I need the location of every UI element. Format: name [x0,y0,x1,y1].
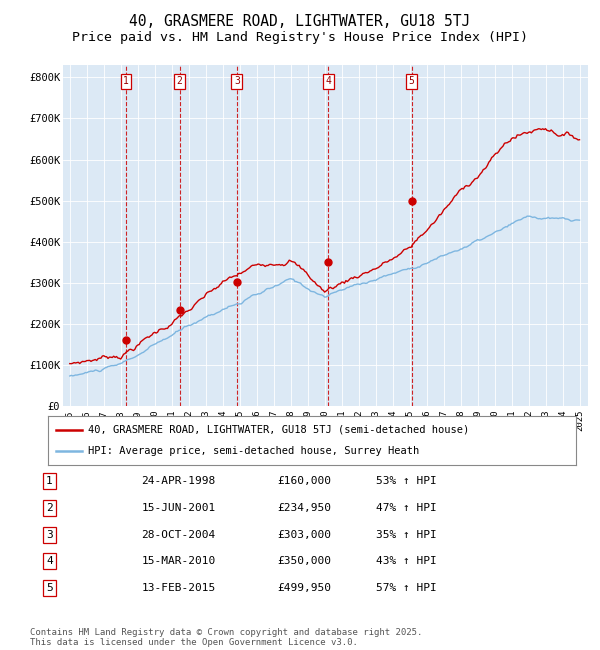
Text: HPI: Average price, semi-detached house, Surrey Heath: HPI: Average price, semi-detached house,… [88,446,419,456]
Text: 40, GRASMERE ROAD, LIGHTWATER, GU18 5TJ: 40, GRASMERE ROAD, LIGHTWATER, GU18 5TJ [130,14,470,29]
Text: 2: 2 [46,503,53,513]
Text: 43% ↑ HPI: 43% ↑ HPI [376,556,437,566]
Text: 28-OCT-2004: 28-OCT-2004 [142,530,216,540]
Text: 1: 1 [46,476,53,486]
Text: 3: 3 [46,530,53,540]
Text: 4: 4 [46,556,53,566]
Text: £499,950: £499,950 [277,583,331,593]
Text: £160,000: £160,000 [277,476,331,486]
Text: 15-MAR-2010: 15-MAR-2010 [142,556,216,566]
Text: 3: 3 [234,77,240,86]
Text: 15-JUN-2001: 15-JUN-2001 [142,503,216,513]
Text: £303,000: £303,000 [277,530,331,540]
Text: 35% ↑ HPI: 35% ↑ HPI [376,530,437,540]
Text: 24-APR-1998: 24-APR-1998 [142,476,216,486]
Text: £234,950: £234,950 [277,503,331,513]
Text: 13-FEB-2015: 13-FEB-2015 [142,583,216,593]
Text: 57% ↑ HPI: 57% ↑ HPI [376,583,437,593]
Text: 5: 5 [46,583,53,593]
Text: 2: 2 [176,77,182,86]
Text: 47% ↑ HPI: 47% ↑ HPI [376,503,437,513]
Text: 5: 5 [409,77,415,86]
Text: 53% ↑ HPI: 53% ↑ HPI [376,476,437,486]
Text: 4: 4 [325,77,331,86]
Text: 1: 1 [123,77,129,86]
Text: Contains HM Land Registry data © Crown copyright and database right 2025.
This d: Contains HM Land Registry data © Crown c… [30,628,422,647]
Text: Price paid vs. HM Land Registry's House Price Index (HPI): Price paid vs. HM Land Registry's House … [72,31,528,44]
Text: £350,000: £350,000 [277,556,331,566]
Text: 40, GRASMERE ROAD, LIGHTWATER, GU18 5TJ (semi-detached house): 40, GRASMERE ROAD, LIGHTWATER, GU18 5TJ … [88,424,469,435]
